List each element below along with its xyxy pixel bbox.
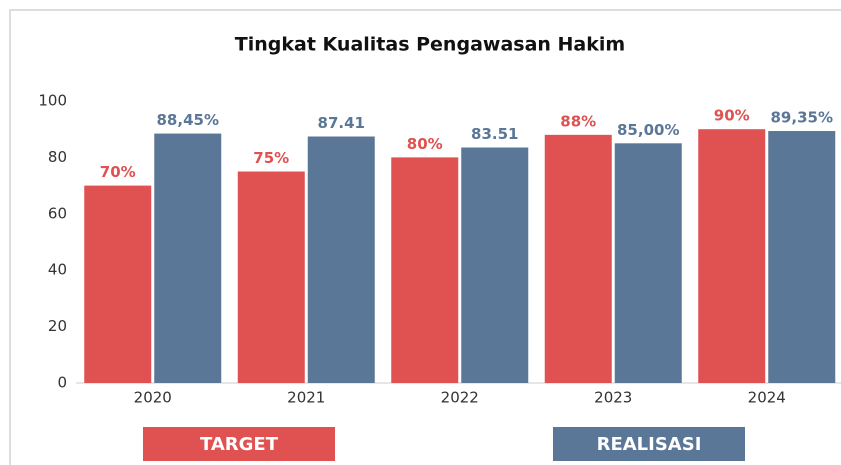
value-label: 90% xyxy=(714,107,750,125)
value-label: 85,00% xyxy=(617,121,679,139)
value-label: 87.41 xyxy=(318,114,365,132)
bar xyxy=(614,143,682,383)
value-label: 88% xyxy=(560,112,596,130)
legend-swatch xyxy=(553,427,745,461)
bar xyxy=(544,134,612,383)
y-tick-label: 60 xyxy=(48,204,67,222)
legend-label: REALISASI xyxy=(597,434,702,455)
bar xyxy=(698,129,766,383)
value-label: 80% xyxy=(407,135,443,153)
bar xyxy=(461,147,529,383)
x-tick-label: 2024 xyxy=(748,389,786,407)
bar xyxy=(237,171,305,383)
bar xyxy=(307,136,375,383)
value-label: 88,45% xyxy=(157,111,219,129)
value-label: 83.51 xyxy=(471,125,518,143)
bar xyxy=(154,133,222,383)
y-tick-label: 80 xyxy=(48,148,67,166)
y-tick-label: 0 xyxy=(57,374,67,392)
frame xyxy=(9,9,841,465)
bar xyxy=(84,185,152,383)
value-label: 89,35% xyxy=(771,109,833,127)
value-label: 70% xyxy=(100,163,136,181)
y-tick-label: 100 xyxy=(38,92,67,110)
legend-swatch xyxy=(143,427,335,461)
x-tick-label: 2020 xyxy=(134,389,172,407)
y-tick-label: 40 xyxy=(48,261,67,279)
x-tick-label: 2021 xyxy=(287,389,325,407)
x-tick-label: 2022 xyxy=(441,389,479,407)
x-tick-label: 2023 xyxy=(594,389,632,407)
bar xyxy=(768,131,836,383)
chart-title: Tingkat Kualitas Pengawasan Hakim xyxy=(235,34,625,56)
y-tick-label: 20 xyxy=(48,317,67,335)
bar xyxy=(391,157,459,383)
value-label: 75% xyxy=(253,149,289,167)
legend-label: TARGET xyxy=(200,434,279,455)
